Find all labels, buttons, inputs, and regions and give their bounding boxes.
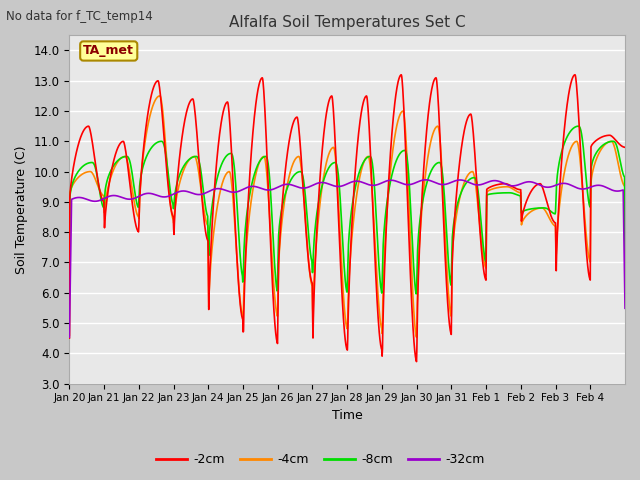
Title: Alfalfa Soil Temperatures Set C: Alfalfa Soil Temperatures Set C <box>229 15 465 30</box>
Y-axis label: Soil Temperature (C): Soil Temperature (C) <box>15 145 28 274</box>
Text: TA_met: TA_met <box>83 45 134 58</box>
Text: No data for f_TC_temp14: No data for f_TC_temp14 <box>6 10 153 23</box>
Legend: -2cm, -4cm, -8cm, -32cm: -2cm, -4cm, -8cm, -32cm <box>150 448 490 471</box>
X-axis label: Time: Time <box>332 409 363 422</box>
